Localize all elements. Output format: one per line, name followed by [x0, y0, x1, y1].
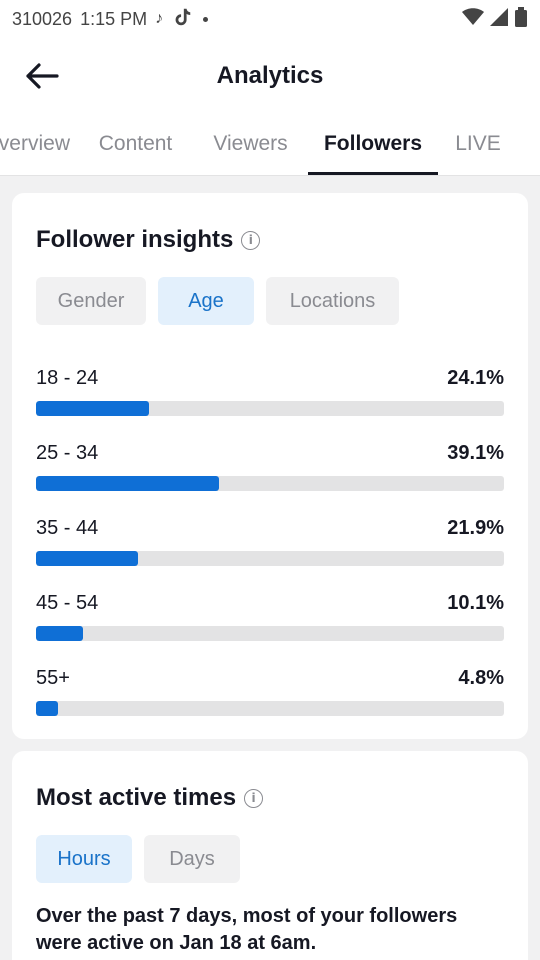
- tab-content[interactable]: Content: [98, 132, 173, 155]
- age-bar-fill: [36, 551, 139, 566]
- age-percentage: 39.1%: [447, 442, 504, 464]
- most-active-times-heading: Most active times i: [36, 784, 264, 812]
- info-icon[interactable]: i: [241, 230, 261, 250]
- battery-icon: [514, 6, 528, 32]
- age-bar-track: [36, 701, 504, 716]
- age-row: 45 - 54 10.1%: [36, 592, 504, 652]
- age-bar-fill: [36, 626, 84, 641]
- age-bar-fill: [36, 401, 149, 416]
- info-icon[interactable]: i: [244, 788, 264, 808]
- filter-gender-button[interactable]: Gender: [36, 277, 146, 325]
- age-row: 18 - 24 24.1%: [36, 367, 504, 427]
- age-percentage: 21.9%: [447, 517, 504, 539]
- follower-insights-heading: Follower insights i: [36, 226, 261, 254]
- age-row: 35 - 44 21.9%: [36, 517, 504, 577]
- age-percentage: 4.8%: [458, 667, 504, 689]
- status-bar: 310026 1:15 PM ♪: [0, 0, 540, 38]
- carrier-label: 310026: [12, 8, 73, 29]
- page-title: Analytics: [216, 62, 324, 89]
- most-active-times-title: Most active times: [36, 784, 237, 811]
- signal-icon: [490, 7, 508, 31]
- tiktok-icon: [171, 6, 193, 33]
- active-times-summary: Over the past 7 days, most of your follo…: [36, 905, 458, 954]
- follower-insights-card: Follower insights i Gender Age Locations…: [12, 193, 528, 739]
- tab-followers[interactable]: Followers: [308, 114, 438, 175]
- age-percentage: 24.1%: [447, 367, 504, 389]
- tab-live[interactable]: LIVE: [455, 132, 501, 155]
- age-range-label: 18 - 24: [36, 367, 99, 389]
- clock: 1:15 PM: [80, 8, 148, 29]
- age-range-label: 45 - 54: [36, 592, 99, 614]
- age-bar-fill: [36, 701, 59, 716]
- age-range-label: 35 - 44: [36, 517, 99, 539]
- age-bar-track: [36, 626, 504, 641]
- back-button[interactable]: [22, 58, 62, 94]
- age-row: 55+ 4.8%: [36, 667, 504, 727]
- age-bar-fill: [36, 476, 219, 491]
- age-bar-track: [36, 401, 504, 416]
- age-range-label: 25 - 34: [36, 442, 99, 464]
- app-header: Analytics: [0, 38, 540, 114]
- age-bar-track: [36, 476, 504, 491]
- age-row: 25 - 34 39.1%: [36, 442, 504, 502]
- back-arrow-icon: [26, 63, 59, 89]
- tab-overview[interactable]: Overview: [0, 132, 70, 155]
- notification-dot-icon: [203, 16, 209, 22]
- music-note-icon: ♪: [155, 10, 164, 27]
- wifi-icon: [462, 7, 484, 31]
- filter-days-button[interactable]: Days: [144, 835, 240, 883]
- analytics-tabs: Overview Content Viewers Followers LIVE: [0, 114, 540, 176]
- filter-locations-button[interactable]: Locations: [266, 277, 399, 325]
- age-percentage: 10.1%: [447, 592, 504, 614]
- age-range-label: 55+: [36, 667, 70, 689]
- age-bar-track: [36, 551, 504, 566]
- follower-insights-title: Follower insights: [36, 226, 234, 253]
- filter-age-button[interactable]: Age: [158, 277, 254, 325]
- tab-viewers[interactable]: Viewers: [213, 132, 288, 155]
- filter-hours-button[interactable]: Hours: [36, 835, 132, 883]
- most-active-times-card: Most active times i Hours Days Over the …: [12, 751, 528, 960]
